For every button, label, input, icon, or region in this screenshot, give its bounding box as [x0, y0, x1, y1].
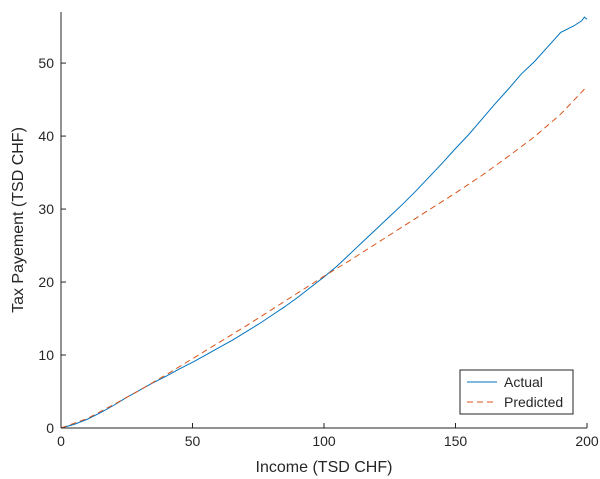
legend: Actual Predicted — [459, 369, 574, 415]
y-tick-label: 10 — [38, 347, 54, 363]
y-axis-label: Tax Payement (TSD CHF) — [10, 127, 27, 313]
y-tick-label: 50 — [38, 55, 54, 71]
x-tick-label: 200 — [575, 433, 599, 449]
x-tick-label: 100 — [312, 433, 336, 449]
y-tick-label: 20 — [38, 274, 54, 290]
x-tick-label: 150 — [444, 433, 468, 449]
series-layer — [60, 16, 588, 429]
series-line-predicted — [60, 86, 588, 429]
y-tick-label: 0 — [46, 420, 54, 436]
axes — [60, 12, 587, 429]
legend-box — [459, 369, 574, 415]
x-tick-label: 50 — [185, 433, 201, 449]
legend-entry-predicted: Predicted — [504, 394, 563, 410]
x-axis-label: Income (TSD CHF) — [256, 459, 393, 476]
x-tick-label: 0 — [57, 433, 65, 449]
x-ticks: 0 50 100 150 200 — [57, 423, 599, 449]
y-tick-label: 30 — [38, 201, 54, 217]
y-tick-label: 40 — [38, 128, 54, 144]
y-ticks: 0 10 20 30 40 50 — [38, 55, 66, 436]
series-line-actual — [60, 16, 588, 429]
legend-entry-actual: Actual — [504, 374, 543, 390]
